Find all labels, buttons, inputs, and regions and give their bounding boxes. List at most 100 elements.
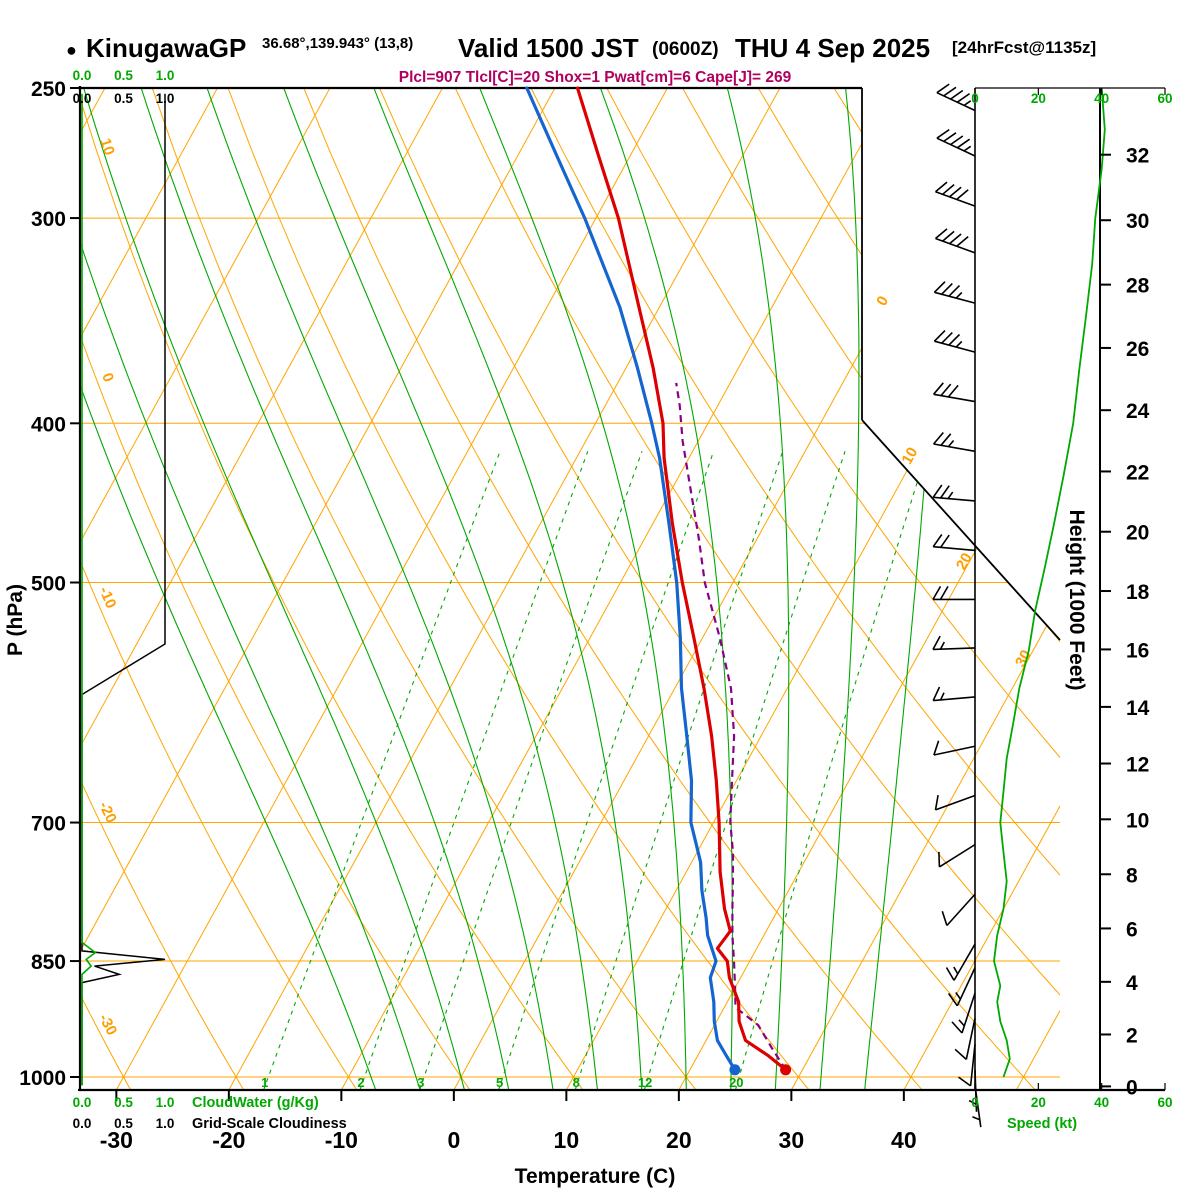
isotherm-line bbox=[452, 88, 1007, 1090]
wind-barb bbox=[972, 1085, 982, 1128]
speed-tick-label-top: 20 bbox=[1031, 91, 1046, 106]
barb-feather bbox=[939, 586, 949, 600]
mixing-ratio-label: 12 bbox=[638, 1075, 652, 1090]
speed-tick-label-bottom: 60 bbox=[1157, 1095, 1172, 1110]
barb-feather bbox=[932, 534, 943, 548]
height-tick-label: 2 bbox=[1126, 1024, 1138, 1047]
temperature-tick-label: 20 bbox=[666, 1127, 692, 1153]
moist-adiabat-line bbox=[817, 88, 860, 1090]
height-tick-label: 22 bbox=[1126, 461, 1149, 484]
cloudwater-scale-top: 1.0 bbox=[156, 68, 175, 83]
pressure-tick-label: 700 bbox=[31, 813, 66, 836]
moist-adiabat-line bbox=[725, 88, 790, 1090]
dry-adiabat-label: -30 bbox=[95, 1011, 120, 1038]
barb-feather bbox=[958, 1076, 972, 1087]
valid-utc-label: (0600Z) bbox=[652, 39, 719, 60]
barb-shaft bbox=[933, 696, 976, 702]
station-name: KinugawaGP bbox=[86, 33, 246, 63]
mixing-ratio-line bbox=[727, 451, 928, 1090]
wind-barb bbox=[936, 128, 976, 157]
barb-shaft bbox=[969, 1044, 976, 1086]
dry-adiabat-line bbox=[80, 88, 260, 1090]
isotherm-line bbox=[227, 88, 782, 1090]
height-tick-label: 4 bbox=[1126, 972, 1138, 995]
dry-adiabat-line bbox=[80, 88, 488, 1090]
height-tick-label: 8 bbox=[1126, 864, 1138, 887]
barb-feather bbox=[939, 534, 950, 548]
dry-adiabat-line bbox=[606, 88, 1060, 1090]
wind-barb bbox=[934, 228, 976, 254]
wind-barb bbox=[933, 281, 976, 304]
mixing-ratio-label: 1 bbox=[261, 1075, 268, 1090]
wind-barb bbox=[932, 586, 976, 601]
barb-feather bbox=[947, 384, 959, 398]
moist-adiabat-line bbox=[204, 88, 558, 1090]
surface-dewpoint-dot bbox=[729, 1064, 741, 1076]
mixing-ratio-line bbox=[635, 451, 846, 1090]
pressure-tick-label: 400 bbox=[31, 413, 66, 436]
height-tick-label: 14 bbox=[1126, 697, 1150, 720]
mixing-ratio-label: 3 bbox=[417, 1075, 424, 1090]
cloudwater-scale-bottom: 0.0 bbox=[73, 1095, 92, 1110]
dewpoint-curve bbox=[525, 86, 737, 1072]
barb-feather bbox=[956, 138, 971, 149]
barb-feather bbox=[942, 230, 955, 242]
barb-feather bbox=[956, 235, 969, 247]
barb-half-feather bbox=[939, 692, 945, 701]
height-tick-label: 18 bbox=[1126, 581, 1150, 604]
cloudwater-scale-bottom: 0.5 bbox=[114, 1095, 133, 1110]
dry-adiabat-line bbox=[151, 88, 717, 1090]
barb-feather bbox=[951, 1021, 963, 1034]
barb-feather bbox=[938, 851, 941, 867]
isotherm-line bbox=[564, 88, 1060, 1090]
speed-tick-label-bottom: 0 bbox=[971, 1095, 979, 1110]
barb-feather bbox=[943, 86, 957, 97]
barb-feather bbox=[933, 330, 946, 342]
temperature-tick-label: 10 bbox=[554, 1127, 580, 1153]
barb-feather bbox=[954, 1048, 967, 1060]
barb-feather bbox=[948, 333, 961, 346]
barb-feather bbox=[940, 433, 952, 446]
cloudiness-scale-top: 1.0 bbox=[156, 91, 175, 106]
height-tick-label: 30 bbox=[1126, 210, 1149, 233]
isotherm-line bbox=[789, 88, 1060, 1090]
wind-barb bbox=[932, 635, 976, 651]
dry-adiabat-line bbox=[80, 88, 374, 1090]
temperature-tick-label: -30 bbox=[100, 1127, 133, 1153]
barb-shaft bbox=[935, 794, 976, 811]
dry-adiabat-line bbox=[227, 88, 831, 1090]
right-skew-border bbox=[861, 419, 1061, 641]
barb-half-feather bbox=[955, 992, 962, 1000]
wind-barb bbox=[932, 431, 976, 453]
dry-adiabat-label: 0 bbox=[98, 371, 117, 385]
mixing-ratio-label: 2 bbox=[357, 1075, 364, 1090]
height-tick-label: 0 bbox=[1126, 1076, 1138, 1099]
dry-adiabat-line bbox=[530, 88, 1060, 1090]
cloudwater-scale-top: 0.5 bbox=[114, 68, 133, 83]
barb-feather bbox=[932, 635, 941, 650]
isotherm-line bbox=[80, 88, 444, 1090]
barb-feather bbox=[936, 83, 950, 94]
cloudwater-legend: CloudWater (g/Kg) bbox=[192, 1095, 319, 1111]
temperature-tick-label: -20 bbox=[212, 1127, 245, 1153]
wind-barb bbox=[938, 843, 976, 868]
barb-shaft bbox=[936, 137, 976, 157]
moist-adiabat-line bbox=[597, 88, 733, 1090]
parcel-curve bbox=[675, 382, 787, 1071]
height-tick-label: 24 bbox=[1126, 400, 1150, 423]
height-tick-label: 16 bbox=[1126, 639, 1149, 662]
stability-params-line: Plcl=907 Tlcl[C]=20 Shox=1 Pwat[cm]=6 Ca… bbox=[399, 69, 792, 86]
valid-time-label: Valid 1500 JST bbox=[458, 33, 639, 63]
isotherm-line bbox=[80, 88, 332, 1090]
wind-barb bbox=[958, 1044, 976, 1087]
cloudwater-scale-top: 0.0 bbox=[73, 68, 92, 83]
barb-half-feather bbox=[955, 291, 963, 299]
barb-feather bbox=[932, 586, 942, 600]
barb-shaft bbox=[956, 967, 976, 1007]
isotherm-line bbox=[339, 88, 894, 1090]
cloudiness-scale-bottom: 0.0 bbox=[73, 1116, 92, 1131]
barb-feather bbox=[949, 186, 962, 198]
height-tick-label: 20 bbox=[1126, 522, 1149, 545]
